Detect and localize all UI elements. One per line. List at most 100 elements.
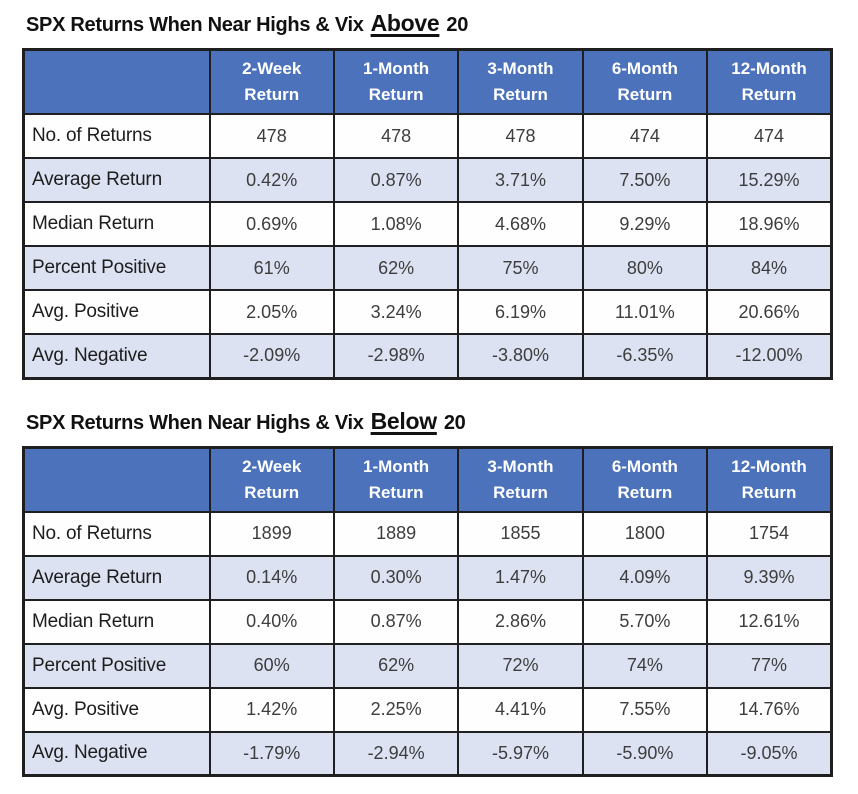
cell-value: -12.00% <box>706 333 833 379</box>
col-header-line: Return <box>741 482 797 502</box>
col-header-line: 6-Month <box>611 456 678 476</box>
col-header-line: Return <box>368 482 424 502</box>
table-row-median-return: Median Return 0.40% 0.87% 2.86% 5.70% 12… <box>22 598 833 645</box>
row-label: Avg. Positive <box>22 289 211 335</box>
col-header-line: 12-Month <box>731 59 807 78</box>
cell-value: 474 <box>706 113 833 159</box>
row-label: Avg. Negative <box>22 730 211 777</box>
table-row-avg-positive: Avg. Positive 1.42% 2.25% 4.41% 7.55% 14… <box>22 686 833 733</box>
table-row-median-return: Median Return 0.69% 1.08% 4.68% 9.29% 18… <box>22 201 833 247</box>
returns-table-vix-below-20: 2-Week Return 1-Month Return 3-Month Return… <box>22 445 833 777</box>
col-header-line: 2-Week <box>242 59 302 78</box>
col-header-line: Return <box>244 482 300 502</box>
cell-value: 12.61% <box>706 598 833 645</box>
row-label: Average Return <box>22 157 211 203</box>
row-label: Percent Positive <box>22 245 211 291</box>
table-row-avg-negative: Avg. Negative -1.79% -2.94% -5.97% -5.90… <box>22 730 833 777</box>
table-row-no-of-returns: No. of Returns 478 478 478 474 474 <box>22 113 833 159</box>
corner-cell <box>22 48 211 115</box>
cell-value: 0.42% <box>208 157 335 203</box>
col-header-1-month: 1-Month Return <box>332 446 460 513</box>
col-header-line: 3-Month <box>487 456 554 476</box>
cell-value: 2.25% <box>332 686 460 733</box>
col-header-line: Return <box>244 85 300 104</box>
cell-value: 4.09% <box>581 554 709 601</box>
cell-value: -5.90% <box>581 730 709 777</box>
corner-cell <box>22 446 211 513</box>
col-header-line: 3-Month <box>487 59 554 78</box>
col-header-line: Return <box>617 482 673 502</box>
row-label: Median Return <box>22 598 211 645</box>
header-row: 2-Week Return 1-Month Return 3-Month Return… <box>22 48 833 115</box>
col-header-6-month: 6-Month Return <box>581 48 709 115</box>
cell-value: -6.35% <box>581 333 709 379</box>
table-row-average-return: Average Return 0.14% 0.30% 1.47% 4.09% 9… <box>22 554 833 601</box>
cell-value: 0.87% <box>332 598 460 645</box>
title-keyword-below: Below <box>370 407 438 434</box>
cell-value: 7.50% <box>581 157 709 203</box>
cell-value: 0.87% <box>332 157 460 203</box>
table-section-vix-below-20: SPX Returns When Near Highs & Vix Below 20… <box>22 407 858 777</box>
col-header-3-month: 3-Month Return <box>457 446 584 513</box>
cell-value: 0.14% <box>208 554 335 601</box>
cell-value: 11.01% <box>581 289 709 335</box>
table-row-average-return: Average Return 0.42% 0.87% 3.71% 7.50% 1… <box>22 157 833 203</box>
col-header-2-week: 2-Week Return <box>208 446 335 513</box>
cell-value: 1800 <box>581 510 709 557</box>
cell-value: 2.05% <box>208 289 335 335</box>
col-header-line: Return <box>493 482 548 502</box>
cell-value: -2.98% <box>332 333 460 379</box>
cell-value: 4.68% <box>457 201 584 247</box>
row-label: Median Return <box>22 201 211 247</box>
row-label: Avg. Positive <box>22 686 211 733</box>
cell-value: 1889 <box>332 510 460 557</box>
col-header-1-month: 1-Month Return <box>332 48 460 115</box>
row-label: Percent Positive <box>22 642 211 689</box>
title-keyword-above: Above <box>370 10 440 36</box>
cell-value: 77% <box>706 642 833 689</box>
row-label: Average Return <box>22 554 211 601</box>
returns-table-vix-above-20: 2-Week Return 1-Month Return 3-Month Return… <box>22 48 833 380</box>
cell-value: -9.05% <box>706 730 833 777</box>
cell-value: 62% <box>332 642 460 689</box>
col-header-line: Return <box>368 85 424 104</box>
col-header-line: 1-Month <box>363 456 430 476</box>
col-header-line: Return <box>741 85 797 104</box>
cell-value: -2.09% <box>208 333 335 379</box>
cell-value: 60% <box>208 642 335 689</box>
cell-value: 75% <box>457 245 584 291</box>
cell-value: -5.97% <box>457 730 584 777</box>
col-header-3-month: 3-Month Return <box>457 48 584 115</box>
cell-value: 15.29% <box>706 157 833 203</box>
cell-value: 1.08% <box>332 201 460 247</box>
cell-value: 1.42% <box>208 686 335 733</box>
cell-value: 1754 <box>706 510 833 557</box>
cell-value: 3.71% <box>457 157 584 203</box>
col-header-line: 2-Week <box>242 456 302 476</box>
table-row-percent-positive: Percent Positive 60% 62% 72% 74% 77% <box>22 642 833 689</box>
cell-value: 84% <box>706 245 833 291</box>
cell-value: 9.29% <box>581 201 709 247</box>
title-prefix: SPX Returns When Near Highs & Vix <box>26 14 364 36</box>
table-row-avg-negative: Avg. Negative -2.09% -2.98% -3.80% -6.35… <box>22 333 833 379</box>
title-prefix: SPX Returns When Near Highs & Vix <box>26 411 364 434</box>
cell-value: -2.94% <box>332 730 460 777</box>
table-title-above: SPX Returns When Near Highs & Vix Above 20 <box>26 10 858 37</box>
cell-value: 9.39% <box>706 554 833 601</box>
table-row-percent-positive: Percent Positive 61% 62% 75% 80% 84% <box>22 245 833 291</box>
cell-value: 74% <box>581 642 709 689</box>
table-row-avg-positive: Avg. Positive 2.05% 3.24% 6.19% 11.01% 2… <box>22 289 833 335</box>
cell-value: 478 <box>457 113 584 159</box>
cell-value: 80% <box>581 245 709 291</box>
cell-value: 0.40% <box>208 598 335 645</box>
cell-value: 1855 <box>457 510 584 557</box>
cell-value: 62% <box>332 245 460 291</box>
cell-value: 478 <box>332 113 460 159</box>
col-header-2-week: 2-Week Return <box>208 48 335 115</box>
cell-value: 18.96% <box>706 201 833 247</box>
table-section-vix-above-20: SPX Returns When Near Highs & Vix Above 20… <box>22 10 858 380</box>
col-header-12-month: 12-Month Return <box>706 48 833 115</box>
title-suffix: 20 <box>446 14 469 36</box>
cell-value: 0.69% <box>208 201 335 247</box>
cell-value: 478 <box>208 113 335 159</box>
